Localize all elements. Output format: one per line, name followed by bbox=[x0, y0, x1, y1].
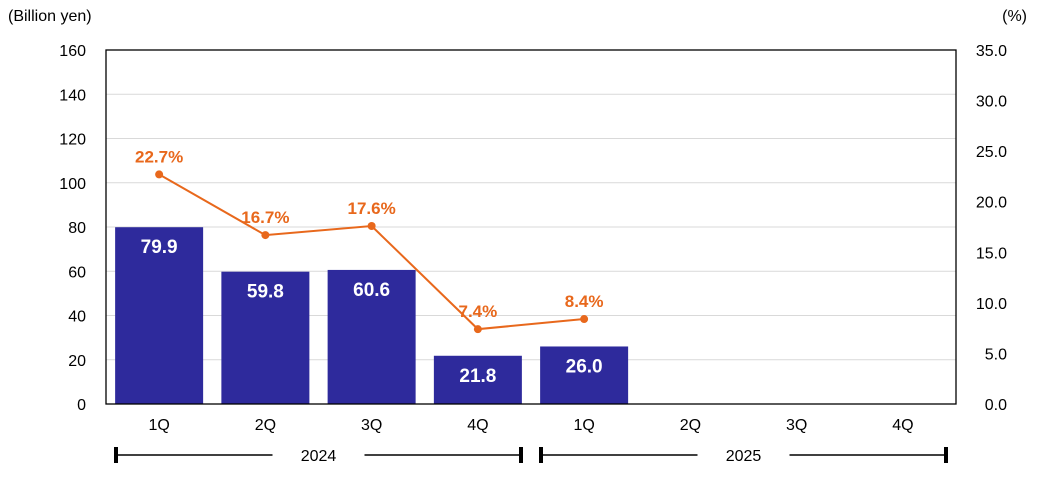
right-tick-label: 20.0 bbox=[976, 195, 1007, 212]
x-tick-label: 1Q bbox=[148, 417, 169, 434]
line-point bbox=[367, 221, 376, 230]
left-tick-label: 160 bbox=[59, 43, 86, 60]
right-tick-label: 35.0 bbox=[976, 43, 1007, 60]
line-point bbox=[473, 325, 482, 334]
line-value-label: 22.7% bbox=[135, 147, 183, 166]
line-series: 22.7% 16.7% 17.6% 7.4% 8.4% bbox=[135, 147, 604, 334]
x-tick-label: 3Q bbox=[786, 417, 807, 434]
left-tick-label: 60 bbox=[68, 264, 86, 281]
line-value-label: 7.4% bbox=[459, 302, 498, 321]
bar bbox=[327, 269, 416, 404]
bar-series: 79.9 59.8 60.6 21.8 26.0 bbox=[115, 227, 629, 404]
year-label: 2024 bbox=[301, 448, 337, 465]
left-tick-label: 140 bbox=[59, 87, 86, 104]
left-axis-unit: (Billion yen) bbox=[8, 8, 92, 25]
bar bbox=[221, 271, 310, 404]
bar-value-label: 59.8 bbox=[247, 282, 284, 303]
line-value-label: 17.6% bbox=[348, 199, 396, 218]
bar bbox=[115, 227, 204, 404]
year-label: 2025 bbox=[726, 448, 762, 465]
right-tick-label: 5.0 bbox=[985, 346, 1007, 363]
right-tick-label: 25.0 bbox=[976, 144, 1007, 161]
left-tick-label: 100 bbox=[59, 176, 86, 193]
right-tick-label: 30.0 bbox=[976, 94, 1007, 111]
right-axis-unit: (%) bbox=[1002, 8, 1027, 25]
line-point bbox=[155, 170, 164, 179]
plot-frame bbox=[105, 49, 957, 405]
left-tick-label: 0 bbox=[77, 397, 86, 414]
line-point bbox=[580, 315, 589, 324]
x-tick-label: 3Q bbox=[361, 417, 382, 434]
x-tick-label: 1Q bbox=[573, 417, 594, 434]
x-axis-ticks: 1Q 2Q 3Q 4Q 1Q 2Q 3Q 4Q bbox=[148, 417, 913, 434]
bar bbox=[433, 355, 522, 404]
right-axis-ticks: 0.0 5.0 10.0 15.0 20.0 25.0 30.0 35.0 bbox=[976, 43, 1007, 414]
year-brackets: 2024 2025 bbox=[114, 447, 948, 465]
bar bbox=[540, 346, 629, 404]
line-value-label: 16.7% bbox=[241, 208, 289, 227]
left-tick-label: 40 bbox=[68, 309, 86, 326]
x-tick-label: 4Q bbox=[892, 417, 913, 434]
left-tick-label: 20 bbox=[68, 353, 86, 370]
x-tick-label: 2Q bbox=[680, 417, 701, 434]
left-tick-label: 120 bbox=[59, 132, 86, 149]
x-tick-label: 4Q bbox=[467, 417, 488, 434]
line-value-label: 8.4% bbox=[565, 292, 604, 311]
right-tick-label: 15.0 bbox=[976, 245, 1007, 262]
bar-value-label: 26.0 bbox=[566, 356, 603, 377]
left-tick-label: 80 bbox=[68, 220, 86, 237]
bar-value-label: 60.6 bbox=[353, 280, 390, 301]
left-axis-ticks: 0 20 40 60 80 100 120 140 160 bbox=[59, 43, 86, 414]
bar-value-label: 79.9 bbox=[141, 237, 178, 258]
right-tick-label: 10.0 bbox=[976, 296, 1007, 313]
bar-value-label: 21.8 bbox=[459, 366, 496, 387]
line-point bbox=[261, 231, 270, 240]
right-tick-label: 0.0 bbox=[985, 397, 1007, 414]
x-tick-label: 2Q bbox=[255, 417, 276, 434]
